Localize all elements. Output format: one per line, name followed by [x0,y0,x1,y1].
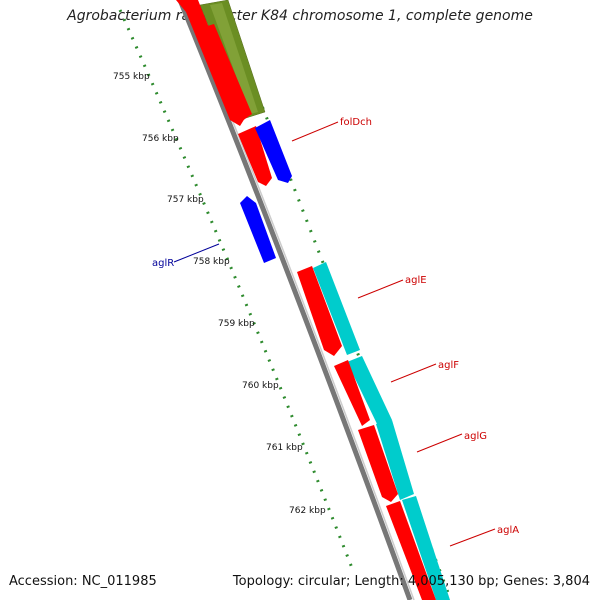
gene-label[interactable]: aglE [405,275,427,286]
accession-text: Accession: NC_011985 [9,574,157,589]
tick-label: 759 kbp [218,319,255,329]
genome-info-text: Topology: circular; Length: 4,005,130 bp… [232,574,590,589]
cds-reverse[interactable] [240,196,276,263]
tick-label: 755 kbp [113,72,150,82]
cds-forward[interactable] [194,24,252,124]
gene-leader-line [357,279,404,299]
backbone-circle [177,0,413,600]
gene-label[interactable]: aglF [438,360,459,371]
gene-label[interactable]: aglG [464,431,487,442]
gene-leader-line [291,121,339,142]
tick-label: 760 kbp [242,381,279,391]
cds-reverse[interactable] [255,120,292,183]
gene-leader-line [416,433,463,453]
cds-forward[interactable] [386,501,436,600]
cyan-feature[interactable] [376,420,414,500]
tick-label: 757 kbp [167,195,204,205]
tick-label: 761 kbp [266,443,303,453]
tick-label: 756 kbp [142,134,179,144]
cyan-feature[interactable] [402,496,450,600]
gene-label[interactable]: aglR [152,258,174,269]
tick-labels: 755 kbp 756 kbp 757 kbp 758 kbp 759 kbp … [113,72,326,516]
cyan-feature[interactable] [313,262,360,355]
cds-forward[interactable] [297,266,342,356]
cds-forward[interactable] [334,360,370,426]
gene-leader-line [390,363,437,383]
cds-forward[interactable] [358,425,398,502]
olive-feature-shade [210,3,258,114]
gene-leader-line [449,528,496,547]
gene-label[interactable]: folDch [340,117,372,128]
cds-forward[interactable] [238,126,272,186]
tick-label: 758 kbp [193,257,230,267]
tick-label: 762 kbp [289,506,326,516]
cyan-feature[interactable] [347,356,392,426]
gene-label[interactable]: aglA [497,525,519,536]
gene-leader-line [173,243,220,263]
